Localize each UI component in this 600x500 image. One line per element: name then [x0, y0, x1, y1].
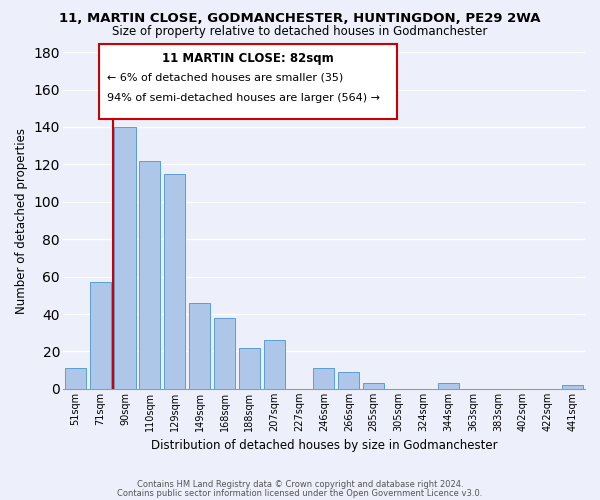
FancyBboxPatch shape	[100, 44, 397, 120]
Bar	[239, 348, 260, 389]
Y-axis label: Number of detached properties: Number of detached properties	[15, 128, 28, 314]
Bar	[164, 174, 185, 389]
Bar	[313, 368, 334, 389]
Bar	[338, 372, 359, 389]
Text: Contains public sector information licensed under the Open Government Licence v3: Contains public sector information licen…	[118, 488, 482, 498]
Text: Size of property relative to detached houses in Godmanchester: Size of property relative to detached ho…	[112, 25, 488, 38]
Text: 11, MARTIN CLOSE, GODMANCHESTER, HUNTINGDON, PE29 2WA: 11, MARTIN CLOSE, GODMANCHESTER, HUNTING…	[59, 12, 541, 26]
Text: ← 6% of detached houses are smaller (35): ← 6% of detached houses are smaller (35)	[107, 72, 343, 83]
Bar	[89, 282, 110, 389]
Bar	[115, 127, 136, 389]
Bar	[562, 385, 583, 389]
Text: 94% of semi-detached houses are larger (564) →: 94% of semi-detached houses are larger (…	[107, 92, 380, 102]
Bar	[437, 384, 459, 389]
Text: Contains HM Land Registry data © Crown copyright and database right 2024.: Contains HM Land Registry data © Crown c…	[137, 480, 463, 489]
Bar	[263, 340, 285, 389]
Text: 11 MARTIN CLOSE: 82sqm: 11 MARTIN CLOSE: 82sqm	[163, 52, 334, 65]
Bar	[363, 384, 384, 389]
Bar	[139, 160, 160, 389]
Bar	[65, 368, 86, 389]
Bar	[189, 303, 210, 389]
Bar	[214, 318, 235, 389]
X-axis label: Distribution of detached houses by size in Godmanchester: Distribution of detached houses by size …	[151, 440, 497, 452]
